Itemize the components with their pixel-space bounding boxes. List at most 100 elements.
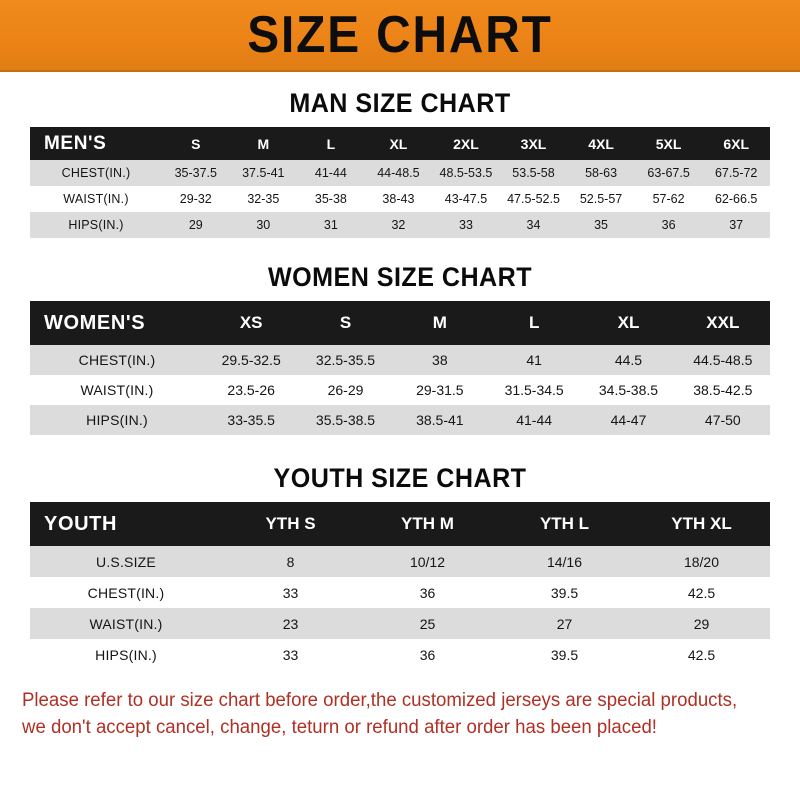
- table-row: HIPS(IN.) 33 36 39.5 42.5: [30, 639, 770, 670]
- youth-row-label: U.S.SIZE: [30, 546, 222, 577]
- men-corner-label: MEN'S: [30, 127, 162, 160]
- women-column-header: XL: [581, 301, 676, 345]
- youth-cell: 27: [496, 608, 633, 639]
- women-cell: 31.5-34.5: [486, 375, 582, 405]
- men-cell: 52.5-57: [567, 186, 635, 212]
- men-cell: 31: [297, 212, 365, 238]
- men-cell: 34: [499, 212, 568, 238]
- men-cell: 44-48.5: [364, 160, 433, 186]
- men-cell: 43-47.5: [432, 186, 500, 212]
- youth-cell: 33: [222, 639, 359, 670]
- youth-column-header: YTH S: [222, 502, 359, 546]
- men-cell: 29-32: [162, 186, 230, 212]
- women-cell: 23.5-26: [204, 375, 299, 405]
- youth-cell: 25: [359, 608, 496, 639]
- page-title: SIZE CHART: [247, 6, 553, 64]
- men-cell: 58-63: [567, 160, 635, 186]
- youth-cell: 39.5: [496, 639, 633, 670]
- youth-cell: 42.5: [633, 639, 770, 670]
- table-header-row: YOUTH YTH S YTH M YTH L YTH XL: [30, 502, 770, 546]
- table-row: WAIST(IN.) 29-32 32-35 35-38 38-43 43-47.5 47.…: [30, 186, 770, 212]
- women-cell: 35.5-38.5: [298, 405, 393, 435]
- women-cell: 26-29: [298, 375, 393, 405]
- men-column-header: 2XL: [432, 127, 500, 160]
- men-cell: 48.5-53.5: [432, 160, 500, 186]
- youth-cell: 29: [633, 608, 770, 639]
- men-row-label: CHEST(IN.): [30, 160, 162, 186]
- men-cell: 63-67.5: [634, 160, 703, 186]
- youth-column-header: YTH L: [496, 502, 633, 546]
- women-cell: 29.5-32.5: [204, 345, 299, 375]
- women-corner-label: WOMEN'S: [30, 301, 204, 345]
- women-cell: 41-44: [486, 405, 582, 435]
- women-column-header: XXL: [675, 301, 770, 345]
- women-column-header: XS: [204, 301, 299, 345]
- youth-cell: 8: [222, 546, 359, 577]
- women-row-label: HIPS(IN.): [30, 405, 204, 435]
- women-cell: 47-50: [675, 405, 770, 435]
- youth-table-body: U.S.SIZE 8 10/12 14/16 18/20 CHEST(IN.) 33 36 39…: [30, 546, 770, 670]
- youth-size-table: YOUTH YTH S YTH M YTH L YTH XL U.S.SIZE 8 10/1…: [30, 502, 770, 670]
- men-column-header: L: [297, 127, 365, 160]
- men-cell: 47.5-52.5: [499, 186, 568, 212]
- women-column-header: S: [298, 301, 393, 345]
- youth-cell: 36: [359, 577, 496, 608]
- youth-section-title: YOUTH SIZE CHART: [273, 463, 527, 493]
- women-row-label: WAIST(IN.): [30, 375, 204, 405]
- table-header-row: WOMEN'S XS S M L XL XXL: [30, 301, 770, 345]
- disclaimer-line-1: Please refer to our size chart before or…: [22, 690, 738, 711]
- women-column-header: M: [392, 301, 487, 345]
- men-cell: 35-38: [297, 186, 365, 212]
- women-column-header: L: [486, 301, 582, 345]
- men-column-header: 6XL: [702, 127, 770, 160]
- youth-cell: 42.5: [633, 577, 770, 608]
- man-table-header: MEN'S S M L XL 2XL 3XL 4XL 5XL 6XL: [30, 127, 770, 160]
- order-disclaimer: Please refer to our size chart before or…: [22, 688, 763, 742]
- youth-row-label: CHEST(IN.): [30, 577, 222, 608]
- men-column-header: XL: [364, 127, 433, 160]
- youth-cell: 18/20: [633, 546, 770, 577]
- table-row: CHEST(IN.) 33 36 39.5 42.5: [30, 577, 770, 608]
- men-column-header: 5XL: [634, 127, 703, 160]
- table-row: WAIST(IN.) 23 25 27 29: [30, 608, 770, 639]
- youth-cell: 14/16: [496, 546, 633, 577]
- men-cell: 38-43: [364, 186, 433, 212]
- table-header-row: MEN'S S M L XL 2XL 3XL 4XL 5XL 6XL: [30, 127, 770, 160]
- youth-cell: 23: [222, 608, 359, 639]
- table-row: WAIST(IN.) 23.5-26 26-29 29-31.5 31.5-34.5 34…: [30, 375, 770, 405]
- women-cell: 34.5-38.5: [581, 375, 676, 405]
- youth-cell: 10/12: [359, 546, 496, 577]
- men-column-header: 4XL: [567, 127, 635, 160]
- women-cell: 44-47: [581, 405, 676, 435]
- men-cell: 53.5-58: [499, 160, 568, 186]
- men-cell: 67.5-72: [702, 160, 770, 186]
- youth-cell: 33: [222, 577, 359, 608]
- women-cell: 38.5-41: [392, 405, 487, 435]
- man-table-body: CHEST(IN.) 35-37.5 37.5-41 41-44 44-48.5 48.5…: [30, 160, 770, 238]
- men-cell: 36: [634, 212, 703, 238]
- men-column-header: 3XL: [499, 127, 568, 160]
- men-cell: 37.5-41: [229, 160, 298, 186]
- men-cell: 32-35: [229, 186, 298, 212]
- men-cell: 57-62: [634, 186, 703, 212]
- women-cell: 29-31.5: [392, 375, 487, 405]
- men-row-label: WAIST(IN.): [30, 186, 162, 212]
- youth-cell: 36: [359, 639, 496, 670]
- youth-row-label: WAIST(IN.): [30, 608, 222, 639]
- table-row: HIPS(IN.) 29 30 31 32 33 34 35 36 37: [30, 212, 770, 238]
- women-table-header: WOMEN'S XS S M L XL XXL: [30, 301, 770, 345]
- men-row-label: HIPS(IN.): [30, 212, 162, 238]
- man-section-title: MAN SIZE CHART: [289, 88, 511, 118]
- men-cell: 35: [567, 212, 635, 238]
- youth-column-header: YTH XL: [633, 502, 770, 546]
- women-cell: 38: [392, 345, 487, 375]
- men-cell: 32: [364, 212, 433, 238]
- men-cell: 41-44: [297, 160, 365, 186]
- table-row: HIPS(IN.) 33-35.5 35.5-38.5 38.5-41 41-44 44-…: [30, 405, 770, 435]
- women-size-table: WOMEN'S XS S M L XL XXL CHEST(IN.) 29.5-32.5 32.…: [30, 301, 770, 435]
- table-row: U.S.SIZE 8 10/12 14/16 18/20: [30, 546, 770, 577]
- women-cell: 44.5: [581, 345, 676, 375]
- men-cell: 29: [162, 212, 230, 238]
- page-banner: SIZE CHART: [0, 0, 800, 72]
- disclaimer-line-2: we don't accept cancel, change, teturn o…: [22, 716, 657, 738]
